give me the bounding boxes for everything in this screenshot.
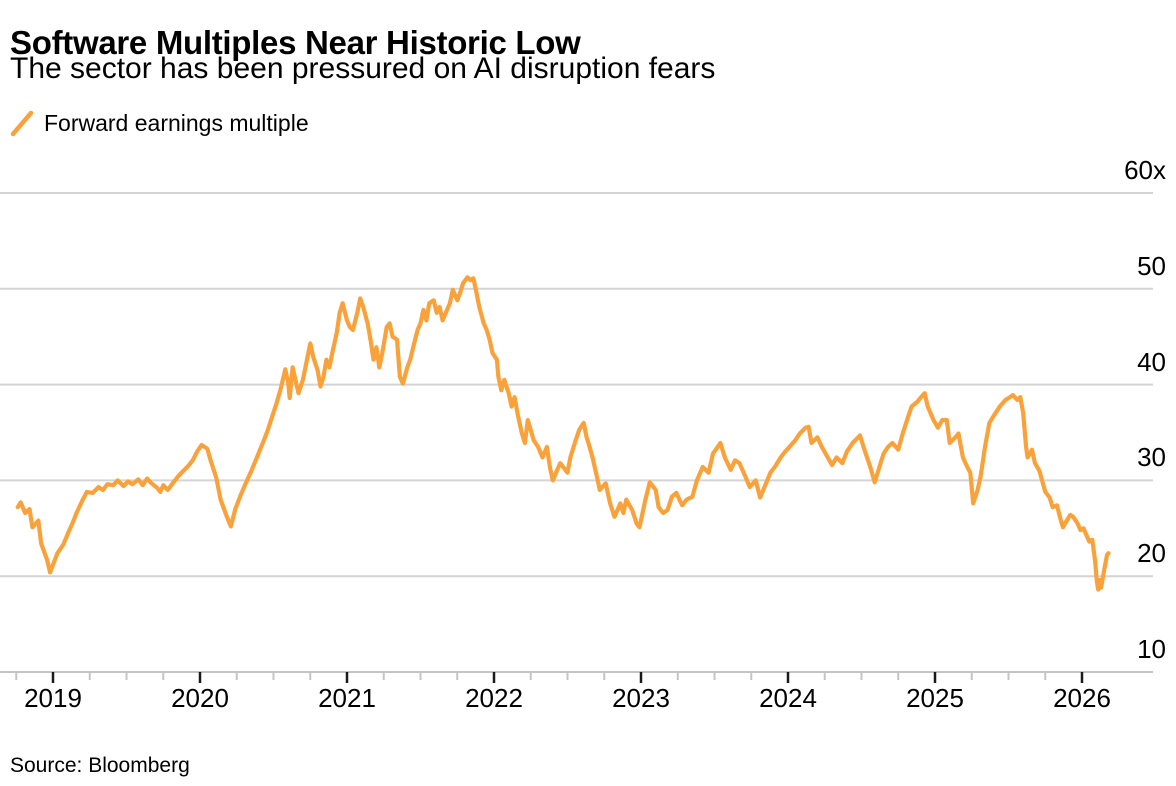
y-tick-label: 10: [1137, 634, 1166, 664]
legend-label: Forward earnings multiple: [44, 110, 309, 136]
x-tick-label: 2020: [171, 683, 229, 713]
source-note: Source: Bloomberg: [10, 754, 190, 777]
x-tick-label: 2025: [906, 683, 964, 713]
x-tick-label: 2022: [465, 683, 523, 713]
y-tick-label: 60x: [1124, 155, 1166, 185]
x-tick-label: 2019: [24, 683, 82, 713]
x-tick-label: 2021: [318, 683, 376, 713]
chart-title: Software Multiples Near Historic Low: [10, 24, 581, 62]
series-line-forward-earnings-multiple: [15, 275, 1111, 592]
x-tick-label: 2026: [1053, 683, 1111, 713]
y-tick-label: 20: [1137, 538, 1166, 569]
series-slash-icon: [10, 110, 34, 137]
x-tick-label: 2024: [759, 683, 817, 713]
x-tick-label: 2023: [612, 683, 670, 713]
y-tick-label: 50: [1137, 250, 1166, 281]
y-tick-label: 30: [1137, 442, 1166, 473]
legend: Forward earnings multiple: [10, 110, 309, 137]
chart-subtitle: The sector has been pressured on AI disr…: [10, 52, 716, 85]
y-tick-label: 40: [1137, 346, 1166, 377]
